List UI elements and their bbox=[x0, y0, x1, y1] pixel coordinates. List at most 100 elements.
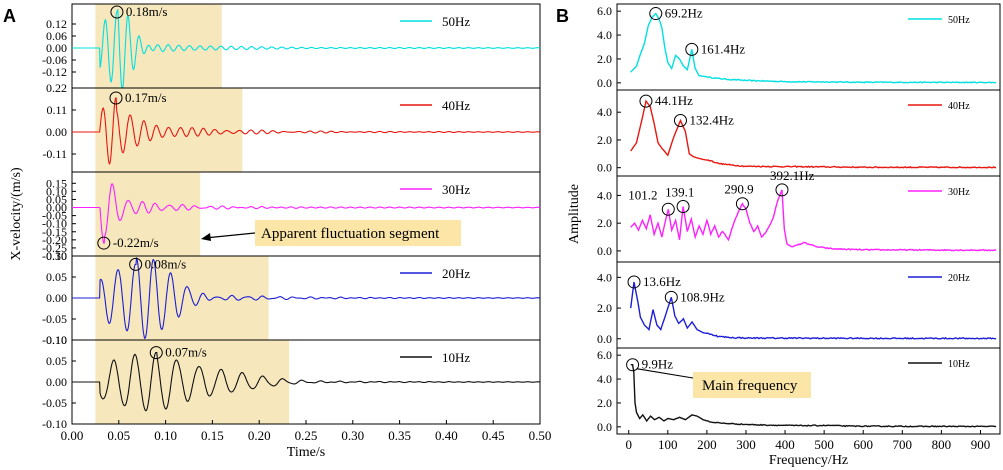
peak-label: 13.6Hz bbox=[643, 274, 681, 289]
y-tick-label: 4.0 bbox=[597, 105, 612, 119]
y-tick-label: 0.05 bbox=[46, 270, 67, 284]
highlight-band-20Hz bbox=[95, 256, 269, 340]
x-tick-label: 0.20 bbox=[248, 428, 271, 443]
peak-label: 290.9 bbox=[724, 182, 753, 197]
peak-label-20Hz: 0.08m/s bbox=[145, 256, 187, 271]
peak-label: 44.1Hz bbox=[655, 93, 693, 108]
spectrum-line-20Hz bbox=[630, 281, 997, 340]
legend-label-50Hz: 50Hz bbox=[948, 15, 970, 26]
y-tick-label: 0.00 bbox=[46, 125, 67, 139]
y-tick-label: 0.0 bbox=[597, 76, 612, 90]
y-tick-label: 0.10 bbox=[46, 249, 67, 263]
y-tick-label: 2.0 bbox=[597, 133, 612, 147]
y-tick-label: 0.00 bbox=[46, 375, 67, 389]
y-tick-label: 0.10 bbox=[46, 333, 67, 347]
panel-b-letter: B bbox=[556, 6, 569, 26]
x-tick-label: 0.10 bbox=[154, 428, 177, 443]
peak-marker-20Hz bbox=[129, 257, 143, 271]
x-tick-label: 0.15 bbox=[201, 428, 224, 443]
y-tick-label: 0.00 bbox=[46, 201, 67, 215]
legend-label-30Hz: 30Hz bbox=[442, 182, 470, 197]
peak-label: 69.2Hz bbox=[665, 6, 703, 21]
x-axis-label: Frequency/Hz bbox=[769, 453, 848, 468]
peak-marker-10Hz bbox=[149, 346, 163, 360]
x-tick-label: 0.45 bbox=[482, 428, 505, 443]
x-tick-label: 300 bbox=[736, 437, 756, 452]
peak-label-10Hz: 0.07m/s bbox=[165, 345, 207, 360]
peak-marker bbox=[661, 202, 675, 216]
peak-marker bbox=[676, 200, 690, 214]
subplot-b-10Hz: 6.0 4.0 2.0 0.0 9.9Hz 10Hz bbox=[597, 347, 1001, 435]
subplot-a-30Hz: 0.150.100.050.00-0.05-0.10-0.15-0.20-0.2… bbox=[42, 171, 541, 263]
velocity-trace-40Hz bbox=[72, 97, 541, 165]
y-tick-label: 4.0 bbox=[597, 372, 612, 386]
y-tick-label: 0.0 bbox=[597, 161, 612, 175]
peak-marker bbox=[685, 42, 699, 56]
peak-label-30Hz: -0.22m/s bbox=[113, 235, 159, 250]
subplot-b-30Hz: 4.0 2.0 0.0 101.2 139.1 290.9 392.1Hz 30Hz bbox=[597, 168, 1001, 263]
subplot-a-50Hz: 0.120.060.00-0.06-0.12 0.18m/s 50Hz bbox=[42, 3, 541, 89]
peak-marker bbox=[775, 183, 789, 197]
x-tick-label: 200 bbox=[697, 437, 717, 452]
legend-label-20Hz: 20Hz bbox=[948, 273, 970, 284]
peak-label: 101.2 bbox=[628, 187, 657, 202]
x-tick-label: 0.00 bbox=[61, 428, 84, 443]
y-tick-label: -0.11 bbox=[42, 147, 67, 161]
y-tick-label: 0.00 bbox=[46, 41, 67, 55]
y-tick-label: 2.0 bbox=[597, 396, 612, 410]
peak-label-40Hz: 0.17m/s bbox=[125, 90, 167, 105]
x-tick-label: 600 bbox=[853, 437, 873, 452]
main-frequency-text: Main frequency bbox=[702, 378, 798, 394]
y-tick-label: 0.11 bbox=[46, 103, 67, 117]
y-tick-label: 0.10 bbox=[46, 184, 67, 198]
y-tick-label: -0.20 bbox=[42, 233, 67, 247]
frequency-spectrum-chart: 6.0 4.0 2.0 0.0 69.2Hz 161.4Hz 50Hz 4.0 2.0 0.0 44… bbox=[567, 3, 1001, 468]
legend-label-40Hz: 40Hz bbox=[442, 98, 470, 113]
y-tick-label: 6.0 bbox=[597, 4, 612, 18]
peak-marker bbox=[673, 114, 687, 128]
legend-label-20Hz: 20Hz bbox=[442, 266, 470, 281]
y-tick-label: -0.25 bbox=[42, 241, 67, 255]
y-axis-label: X-velocity/(m/s) bbox=[9, 167, 24, 261]
spectrum-line-30Hz bbox=[630, 189, 997, 252]
x-tick-label: 0 bbox=[625, 437, 632, 452]
velocity-trace-50Hz bbox=[72, 8, 541, 89]
peak-label: 132.4Hz bbox=[689, 113, 734, 128]
subplot-frame bbox=[616, 347, 1001, 435]
legend-label-50Hz: 50Hz bbox=[442, 14, 470, 29]
peak-label: 9.9Hz bbox=[642, 357, 674, 372]
peak-marker-40Hz bbox=[109, 91, 123, 105]
y-tick-label: 0.0 bbox=[597, 244, 612, 258]
y-axis-label: Amplitude bbox=[567, 184, 582, 244]
y-tick-label: 0.05 bbox=[46, 192, 67, 206]
peak-marker-30Hz bbox=[97, 236, 111, 250]
highlight-band-10Hz bbox=[95, 340, 290, 424]
y-tick-label: -0.10 bbox=[42, 333, 67, 347]
y-tick-label: 2.0 bbox=[597, 216, 612, 230]
peak-marker-50Hz bbox=[110, 5, 124, 19]
peak-label: 139.1 bbox=[665, 185, 694, 200]
y-tick-label: -0.12 bbox=[42, 65, 67, 79]
y-tick-label: 0.00 bbox=[46, 291, 67, 305]
subplot-a-10Hz: 0.10 0.05 0.00 -0.05 -0.10 0.07m/s 10Hz bbox=[42, 333, 541, 431]
spectrum-line-50Hz bbox=[630, 12, 997, 84]
y-tick-label: 4.0 bbox=[597, 188, 612, 202]
peak-label-50Hz: 0.18m/s bbox=[126, 4, 168, 19]
y-tick-label: -0.10 bbox=[42, 217, 67, 231]
peak-label: 392.1Hz bbox=[770, 168, 815, 183]
callout-text: Apparent fluctuation segment bbox=[261, 226, 440, 242]
y-tick-label: 4.0 bbox=[597, 28, 612, 42]
legend-label-30Hz: 30Hz bbox=[948, 187, 970, 198]
x-tick-label: 900 bbox=[971, 437, 991, 452]
y-tick-label: 0.05 bbox=[46, 354, 67, 368]
y-tick-label: 2.0 bbox=[597, 52, 612, 66]
y-tick-label: 0.0 bbox=[597, 332, 612, 346]
y-tick-label: -0.05 bbox=[42, 209, 67, 223]
x-tick-label: 400 bbox=[775, 437, 795, 452]
peak-marker bbox=[664, 290, 678, 304]
x-axis-label: Time/s bbox=[287, 445, 325, 460]
y-tick-label: 0.06 bbox=[46, 29, 67, 43]
y-tick-label: 4.0 bbox=[597, 270, 612, 284]
